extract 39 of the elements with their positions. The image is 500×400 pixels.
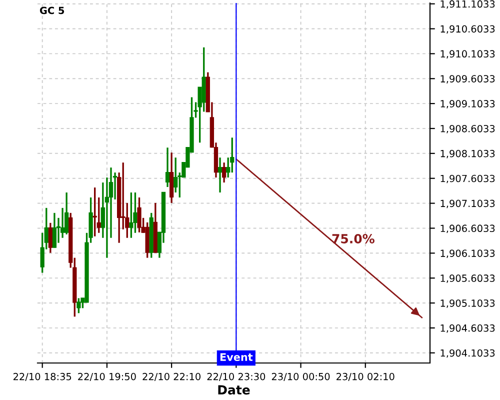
candlestick [133, 192, 138, 234]
y-tick-label: 1,908.1033 [440, 150, 495, 158]
candlestick [92, 186, 97, 238]
candlestick [64, 192, 69, 236]
y-tick-label: 1,904.1033 [440, 349, 495, 358]
y-tick-label: 1,905.1033 [440, 299, 495, 308]
candlestick [222, 162, 226, 184]
y-tick-label: 1,904.6033 [440, 324, 495, 333]
y-tick-label: 1,905.6033 [440, 274, 495, 283]
x-tick-label: 22/10 18:35 [13, 372, 72, 382]
x-tick-label: 22/10 23:30 [207, 372, 266, 382]
chart-title: GC 5 [40, 6, 64, 14]
annotation: 75.0% [332, 234, 374, 244]
candlestick [76, 297, 81, 314]
candlestick [60, 207, 65, 239]
x-tick-label: 22/10 22:10 [142, 372, 200, 382]
candlestick [129, 192, 134, 239]
y-tick-label: 1,910.1033 [440, 50, 495, 59]
y-tick-label: 1,908.6033 [440, 124, 495, 134]
candlestick [230, 136, 234, 174]
x-tick-label: 23/10 02:10 [336, 372, 394, 382]
y-tick-label: 1,906.1033 [440, 250, 495, 258]
y-tick-label: 1,909.6033 [440, 75, 495, 84]
candlestick [174, 156, 178, 194]
y-tick-label: 1,906.6033 [440, 224, 495, 234]
y-tick-label: 1,910.6033 [440, 25, 495, 34]
candlestick [218, 156, 222, 194]
y-tick-label: 1,909.1033 [440, 100, 495, 108]
candlestick [165, 146, 170, 188]
y-tick-label: 1,907.6033 [440, 174, 495, 184]
x-tick-label: 23/10 00:50 [272, 372, 330, 382]
y-tick-label: 1,911.1033 [440, 0, 495, 9]
ref-line-label: Event [220, 353, 253, 361]
candlestick [48, 222, 52, 254]
candlestick [52, 212, 57, 249]
y-tick-label: 1,907.1033 [440, 200, 495, 208]
x-axis-title: Date [218, 385, 250, 395]
candlestick [137, 196, 142, 234]
x-tick-label: 22/10 19:50 [78, 372, 136, 382]
